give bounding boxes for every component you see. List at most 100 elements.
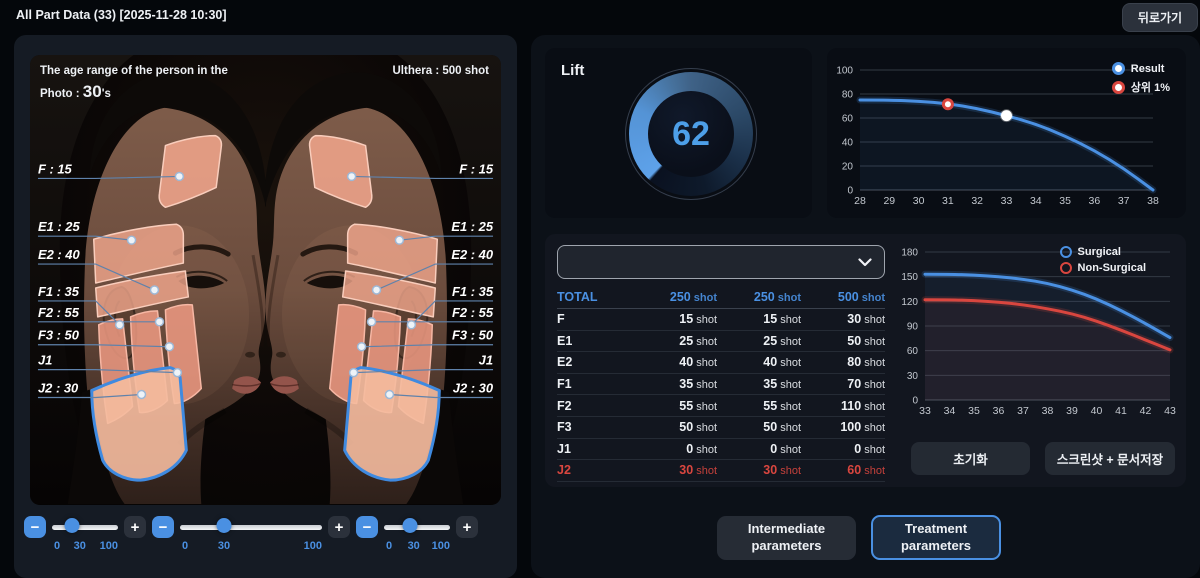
slider3-max-label: 100 [431,540,450,552]
slider2-track[interactable] [180,525,322,530]
svg-text:30: 30 [907,371,919,382]
device-shot-label: Ulthera : 500 shot [392,65,490,77]
svg-text:F2 : 55: F2 : 55 [452,305,494,320]
svg-text:36: 36 [1089,195,1101,207]
shot-detail-panel: TOTAL 250 shot 250 shot 500 shot F 15 shot 1… [545,234,1186,487]
svg-text:33: 33 [1001,195,1013,207]
svg-text:40: 40 [842,138,854,149]
shot-table: TOTAL 250 shot 250 shot 500 shot F 15 shot 1… [557,286,885,482]
svg-text:J2 : 30: J2 : 30 [453,381,494,396]
svg-text:34: 34 [1030,195,1042,207]
svg-text:E1 : 25: E1 : 25 [38,219,81,234]
nonsurgical-legend-icon [1059,262,1072,274]
face-photo: F : 15 E1 : 25 E2 : 40 F1 : 35 F2 : 55 F… [30,55,501,505]
svg-text:E2 : 40: E2 : 40 [38,247,81,262]
svg-text:F1 : 35: F1 : 35 [452,284,494,299]
shot-table-header: TOTAL 250 shot 250 shot 500 shot [557,286,885,309]
table-row: F 15 shot 15 shot 30 shot [557,309,885,331]
slider3-min-label: 0 [386,540,393,552]
svg-text:35: 35 [1059,195,1071,207]
slider1-track[interactable] [52,525,118,530]
slider2-max-label: 100 [303,540,322,552]
slider1-plus-button[interactable]: + [124,516,146,538]
leader-lines-left [37,175,180,399]
gauge-value: 62 [672,114,710,153]
svg-text:150: 150 [901,272,918,283]
slider1-max-label: 100 [99,540,118,552]
svg-text:80: 80 [842,90,854,101]
table-row: F2 55 shot 55 shot 110 shot [557,395,885,417]
lift-gauge-panel: Lift 62 [545,48,812,218]
slider2-minus-button[interactable]: − [152,516,174,538]
surgical-legend-icon [1059,246,1072,258]
svg-text:40: 40 [1091,405,1103,417]
svg-text:43: 43 [1164,405,1176,417]
top1-legend-icon [1111,80,1125,94]
slider3: 0 30 100 [384,514,450,560]
zone-labels-left: F : 15 E1 : 25 E2 : 40 F1 : 35 F2 : 55 F… [38,161,81,395]
face-map-panel: F : 15 E1 : 25 E2 : 40 F1 : 35 F2 : 55 F… [14,35,517,578]
table-row: E1 25 shot 25 shot 50 shot [557,331,885,353]
leader-lines-right [351,175,494,399]
svg-text:E1 : 25: E1 : 25 [451,219,494,234]
svg-text:F : 15: F : 15 [459,161,494,176]
svg-text:0: 0 [912,396,918,407]
result-legend-icon [1111,62,1125,75]
zone-labels-right: F : 15 E1 : 25 E2 : 40 F1 : 35 F2 : 55 F… [451,161,494,395]
slider1-thumb[interactable] [64,518,80,533]
svg-text:35: 35 [968,405,980,417]
svg-text:F2 : 55: F2 : 55 [38,305,80,320]
preset-select[interactable] [557,245,885,279]
table-row: J1 0 shot 0 shot 0 shot [557,439,885,461]
slider2: 0 30 100 [180,514,322,560]
svg-text:F : 15: F : 15 [38,161,73,176]
slider3-thumb[interactable] [402,518,418,533]
svg-text:120: 120 [901,297,918,308]
reset-button[interactable]: 초기화 [911,442,1030,475]
gauge-inner: 62 [648,91,734,177]
back-button[interactable]: 뒤로가기 [1122,3,1198,32]
shot-table-body: F 15 shot 15 shot 30 shot E1 25 shot 25 shot … [557,309,885,482]
lift-title: Lift [561,62,585,79]
slider3-plus-button[interactable]: + [456,516,478,538]
treatment-parameters-button[interactable]: Treatment parameters [871,515,1001,560]
lift-gauge: 62 [625,68,757,200]
svg-text:31: 31 [942,195,954,207]
table-row: E2 40 shot 40 shot 80 shot [557,352,885,374]
svg-text:J2 : 30: J2 : 30 [38,381,79,396]
intermediate-parameters-button[interactable]: Intermediate parameters [717,516,856,560]
slider1-minus-button[interactable]: − [24,516,46,538]
svg-text:90: 90 [907,322,919,333]
svg-text:0: 0 [847,186,853,197]
table-row: F3 50 shot 50 shot 100 shot [557,417,885,439]
table-row: J2 30 shot 30 shot 60 shot [557,460,885,482]
svg-text:20: 20 [842,162,854,173]
svg-text:39: 39 [1066,405,1078,417]
svg-text:29: 29 [883,195,895,207]
zone-dots [114,171,417,400]
slider2-value-label: 30 [217,540,231,552]
age-range-caption: The age range of the person in the Photo… [40,65,228,101]
nonsurgical-legend-label: Non-Surgical [1077,262,1146,274]
svg-text:41: 41 [1115,405,1127,417]
table-row: F1 35 shot 35 shot 70 shot [557,374,885,396]
svg-text:34: 34 [944,405,956,417]
svg-text:38: 38 [1147,195,1159,207]
surgical-chart-legend: Surgical Non-Surgical [1059,246,1146,274]
zone-sliders: − 0 30 100 + − 0 30 100 + − 0 [24,513,507,571]
svg-text:33: 33 [919,405,931,417]
svg-text:J1: J1 [479,353,493,368]
svg-text:60: 60 [842,114,854,125]
svg-text:J1: J1 [38,353,52,368]
result-chart-panel: 0 20 40 60 80 100 28 29 30 31 32 33 34 35 36 37 38 Resul… [827,48,1186,218]
gauge-ring: 62 [629,72,753,196]
screenshot-save-button[interactable]: 스크린샷 + 문서저장 [1045,442,1175,475]
slider2-plus-button[interactable]: + [328,516,350,538]
slider2-thumb[interactable] [216,518,232,533]
svg-text:36: 36 [993,405,1005,417]
svg-text:F3 : 50: F3 : 50 [452,328,494,343]
slider3-minus-button[interactable]: − [356,516,378,538]
svg-text:F1 : 35: F1 : 35 [38,284,80,299]
slider1-value-label: 30 [73,540,86,552]
age-value: 30 [82,81,102,101]
